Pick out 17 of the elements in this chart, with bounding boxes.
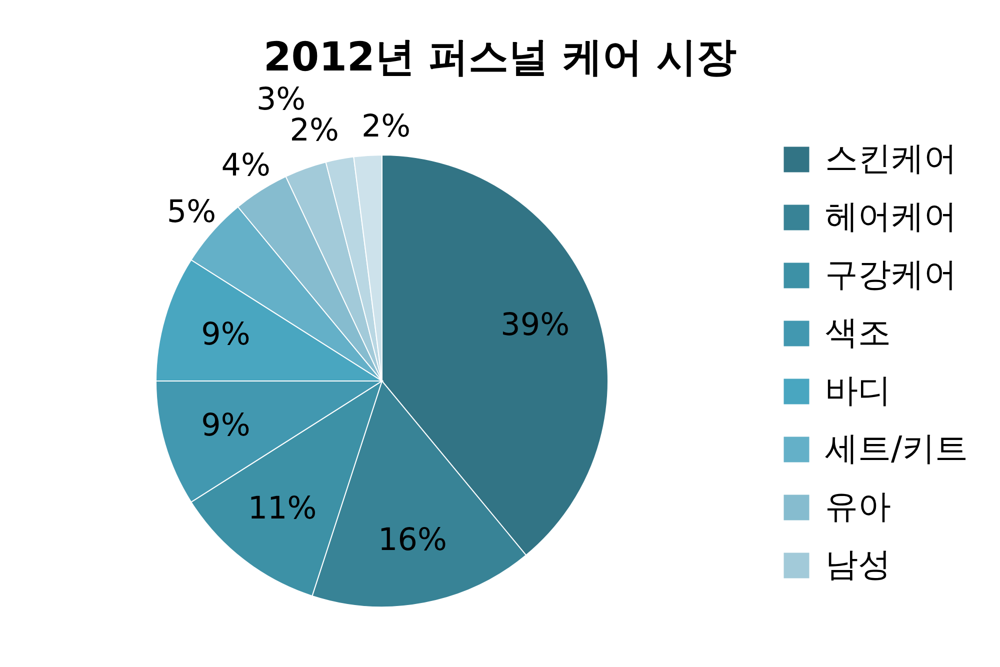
data-label: 16% bbox=[378, 522, 447, 558]
legend-label: 남성 bbox=[825, 544, 891, 584]
legend-label: 헤어케어 bbox=[825, 196, 957, 236]
data-label: 5% bbox=[166, 194, 216, 230]
legend-label: 스킨케어 bbox=[825, 138, 957, 178]
data-label: 39% bbox=[500, 306, 570, 343]
legend-label: 유아 bbox=[825, 486, 891, 526]
data-label: 11% bbox=[248, 490, 317, 527]
legend-label: 구강케어 bbox=[825, 254, 957, 294]
chart-title: 2012년 퍼스널 케어 시장 bbox=[263, 34, 737, 81]
data-label: 2% bbox=[361, 108, 411, 144]
legend-label: 색조 bbox=[825, 312, 891, 352]
data-label: 4% bbox=[221, 148, 270, 184]
legend-label: 세트/키트 bbox=[825, 428, 968, 468]
data-label: 9% bbox=[201, 316, 250, 353]
data-label: 9% bbox=[201, 407, 250, 444]
legend-label: 바디 bbox=[825, 370, 891, 410]
